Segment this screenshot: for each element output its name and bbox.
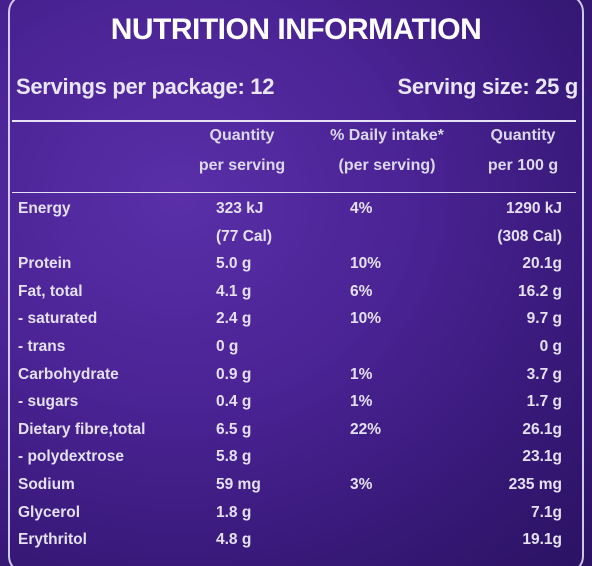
table-row: Carbohydrate 0.9 g 1% 3.7 g (0, 361, 592, 389)
nutrient-name: Erythritol (18, 531, 87, 549)
daily-intake-percent: 6% (350, 282, 373, 300)
quantity-per-100g: 23.1g (522, 448, 562, 466)
header-divider-bottom (12, 192, 576, 193)
header-quantity-per-100g: Quantity per 100 g (468, 121, 578, 181)
quantity-per-serving: 323 kJ (216, 200, 264, 217)
daily-intake-percent: 22% (350, 420, 382, 438)
quantity-per-100g: 1.7 g (526, 393, 562, 411)
header-line: Quantity (490, 127, 556, 144)
daily-intake-percent: 4% (350, 200, 373, 217)
daily-intake-percent: 1% (350, 365, 373, 383)
quantity-per-serving: 0.4 g (216, 393, 252, 411)
daily-intake-percent: 1% (350, 393, 373, 411)
quantity-per-serving: (77 Cal) (216, 227, 272, 245)
table-row: Energy 323 kJ 4% 1290 kJ (0, 195, 592, 223)
quantity-per-serving: 4.8 g (216, 531, 252, 549)
serving-size: Serving size: 25 g (397, 74, 579, 99)
header-line: Quantity (209, 127, 275, 144)
quantity-per-100g: 9.7 g (526, 310, 562, 328)
nutrient-name: - trans (18, 338, 66, 355)
header-line: (per serving) (338, 157, 436, 174)
table-row: - polydextrose 5.8 g 23.1g (0, 443, 592, 471)
nutrient-name: Dietary fibre,total (18, 420, 146, 438)
table-row: (77 Cal) (308 Cal) (0, 223, 592, 251)
quantity-per-100g: 19.1g (522, 531, 562, 549)
nutrient-name: Energy (18, 200, 71, 217)
quantity-per-serving: 5.8 g (216, 448, 252, 466)
table-row: Dietary fibre,total 6.5 g 22% 26.1g (0, 416, 592, 444)
nutrient-name: - saturated (18, 310, 98, 328)
table-row: Fat, total 4.1 g 6% 16.2 g (0, 278, 592, 306)
quantity-per-serving: 0.9 g (216, 365, 252, 383)
quantity-per-serving: 1.8 g (216, 503, 252, 521)
quantity-per-100g: 20.1g (522, 255, 562, 273)
quantity-per-100g: 1290 kJ (505, 200, 562, 217)
quantity-per-100g: 0 g (539, 338, 562, 355)
quantity-per-serving: 59 mg (216, 476, 261, 493)
quantity-per-100g: 3.7 g (526, 365, 562, 383)
header-quantity-per-serving: Quantity per serving (182, 121, 302, 181)
table-row: Glycerol 1.8 g 7.1g (0, 499, 592, 527)
table-row: - saturated 2.4 g 10% 9.7 g (0, 305, 592, 333)
panel-border (8, 0, 584, 566)
servings-per-package: Servings per package: 12 (16, 74, 275, 99)
nutrient-name: - sugars (18, 393, 79, 411)
quantity-per-serving: 4.1 g (216, 282, 252, 300)
table-row: Protein 5.0 g 10% 20.1g (0, 250, 592, 278)
nutrient-name: Protein (18, 255, 72, 273)
header-line: % Daily intake* (330, 127, 444, 144)
quantity-per-100g: 235 mg (508, 476, 562, 493)
header-line: per serving (198, 157, 286, 174)
header-daily-intake: % Daily intake* (per serving) (312, 121, 462, 181)
quantity-per-100g: 26.1g (522, 420, 562, 438)
daily-intake-percent: 10% (350, 310, 382, 328)
table-row: Erythritol 4.8 g 19.1g (0, 526, 592, 554)
nutrient-name: Glycerol (18, 503, 81, 521)
daily-intake-percent: 10% (350, 255, 382, 273)
nutrient-name: Sodium (18, 476, 75, 493)
table-row: - trans 0 g 0 g (0, 333, 592, 361)
header-line: per 100 g (487, 157, 559, 174)
nutrient-name: Carbohydrate (18, 365, 119, 383)
quantity-per-100g: (308 Cal) (497, 227, 562, 245)
nutrient-name: - polydextrose (18, 448, 124, 466)
header-divider-top (12, 120, 576, 122)
daily-intake-percent: 3% (350, 476, 373, 493)
quantity-per-serving: 0 g (216, 338, 239, 355)
panel-title: NUTRITION INFORMATION (110, 13, 482, 46)
quantity-per-100g: 7.1g (530, 503, 562, 521)
table-row: Sodium 59 mg 3% 235 mg (0, 471, 592, 499)
quantity-per-100g: 16.2 g (518, 282, 562, 300)
quantity-per-serving: 5.0 g (216, 255, 252, 273)
nutrient-name: Fat, total (18, 282, 83, 300)
quantity-per-serving: 2.4 g (216, 310, 252, 328)
table-row: - sugars 0.4 g 1% 1.7 g (0, 388, 592, 416)
quantity-per-serving: 6.5 g (216, 420, 252, 438)
